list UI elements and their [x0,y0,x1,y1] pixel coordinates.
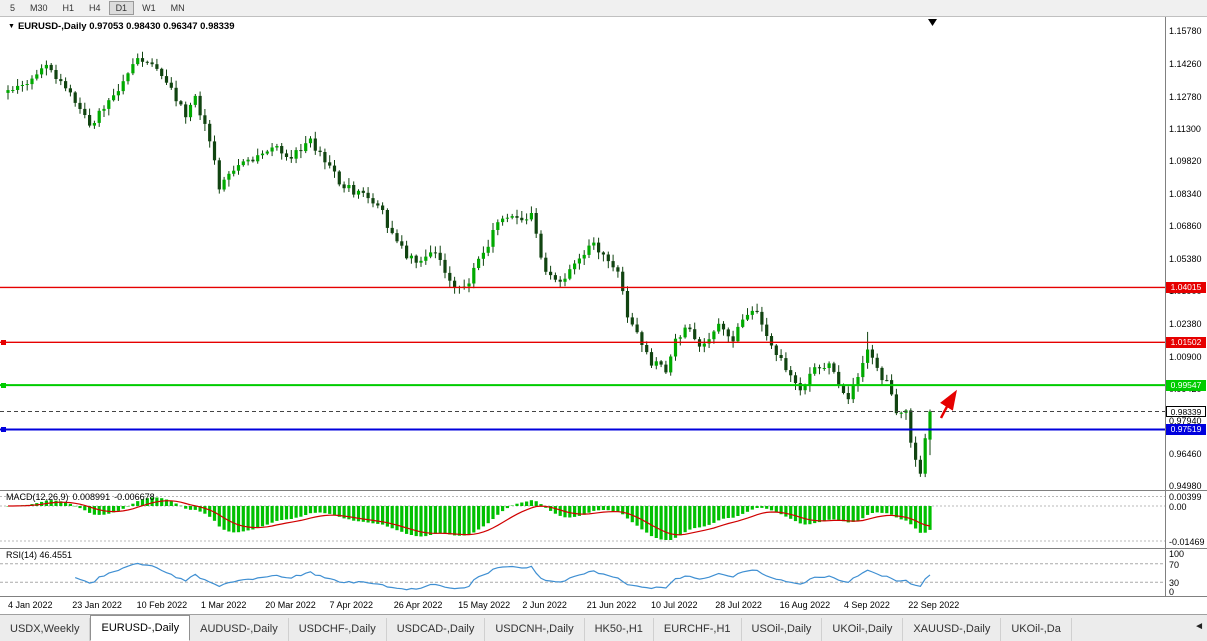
macd-indicator-label: MACD(12,26,9) 0.008991 -0.006678 [6,492,159,502]
current-price-tag: 0.98339 [1166,406,1206,418]
timeframe-button-m30[interactable]: M30 [30,3,48,13]
surge-arrow[interactable] [939,389,957,419]
macd-value-main: 0.008991 [72,492,111,502]
horizontal-level-lines [0,286,1165,431]
tab-eurchf-h1[interactable]: EURCHF-,H1 [653,618,742,641]
date-label: 7 Apr 2022 [329,600,374,610]
price-tick: 1.00900 [1169,351,1202,362]
date-label: 20 Mar 2022 [265,600,316,610]
price-tag-resistance-upper: 1.04015 [1166,281,1206,293]
date-label: 1 Mar 2022 [200,600,247,610]
date-label: 28 Jul 2022 [715,600,762,610]
panel-separator-macd[interactable] [0,490,1207,491]
macd-histogram-and-signal [6,497,932,540]
tab-xauusd-daily[interactable]: XAUUSD-,Daily [903,618,1002,641]
rsi-indicator-label: RSI(14) 46.4551 [6,550,73,560]
chart-title-text: EURUSD-,Daily 0.97053 0.98430 0.96347 0.… [17,21,235,32]
date-label: 10 Feb 2022 [136,600,188,610]
tab-ukoil-da[interactable]: UKOil-,Da [1001,618,1072,641]
date-label: 4 Sep 2022 [843,600,890,610]
price-chart-canvas[interactable] [0,17,1166,490]
date-label: 2 Jun 2022 [522,600,567,610]
timeframe-button-h4[interactable]: H4 [89,3,101,13]
down-triangle-marker-icon[interactable] [928,19,937,26]
timeframe-button-d1[interactable]: D1 [108,1,135,15]
tab-scroll-left-icon[interactable]: ◄ [1194,621,1204,632]
price-tick: 0.96460 [1169,448,1202,459]
price-tick: 0.94980 [1169,481,1202,491]
date-label: 26 Apr 2022 [393,600,443,610]
date-label: 10 Jul 2022 [651,600,698,610]
line-handle-support-blue[interactable] [1,426,6,432]
price-tick: 1.11300 [1169,124,1201,134]
macd-name: MACD(12,26,9) [6,492,69,502]
rsi-tick: 0 [1169,587,1175,597]
date-label: 21 Jun 2022 [586,600,637,610]
candlesticks [6,51,932,478]
macd-grid-lines [0,496,1165,542]
tab-usoil-daily[interactable]: USOil-,Daily [741,618,823,641]
timeframe-toolbar: 5 M30 H1 H4 D1 W1 MN [0,0,1207,17]
rsi-tick: 30 [1169,578,1180,589]
timeframe-button-mn[interactable]: MN [170,3,185,13]
price-tick: 1.05380 [1169,253,1202,264]
date-label: 23 Jan 2022 [72,600,122,610]
tab-usdchf-daily[interactable]: USDCHF-,Daily [288,618,387,641]
rsi-panel-canvas[interactable] [0,548,1166,596]
chart-annotations [928,19,957,419]
tab-ukoil-daily[interactable]: UKOil-,Daily [822,618,904,641]
date-axis-separator [0,596,1207,597]
line-handle-support-green[interactable] [1,382,6,388]
price-tick: 1.09820 [1169,156,1202,167]
date-label: 22 Sep 2022 [908,600,960,610]
timeframe-button-5[interactable]: 5 [10,3,16,13]
price-tick: 1.12780 [1169,91,1202,102]
rsi-tick: 70 [1169,559,1180,570]
rsi-line [74,562,931,591]
tab-audusd-daily[interactable]: AUDUSD-,Daily [190,618,289,641]
date-label: 15 May 2022 [458,600,511,610]
date-label: 4 Jan 2022 [8,600,53,610]
price-tick: 1.02380 [1169,319,1202,330]
rsi-tick: 100 [1169,549,1185,559]
timeframe-button-w1[interactable]: W1 [142,3,156,13]
rsi-level-lines [0,563,1165,583]
surge-arrow-line[interactable] [939,389,957,419]
tab-eurusd-daily[interactable]: EURUSD-,Daily [90,615,191,641]
macd-tick: 0.00 [1169,502,1187,512]
tab-usdcad-daily[interactable]: USDCAD-,Daily [386,618,486,641]
price-tick: 1.15780 [1169,26,1202,36]
panel-separator-rsi[interactable] [0,548,1207,549]
chart-title: ▼ EURUSD-,Daily 0.97053 0.98430 0.96347 0… [8,21,234,32]
price-axis-line [1165,17,1166,596]
price-tag-support-blue: 0.97519 [1166,423,1206,435]
macd-value-signal: -0.006678 [114,492,155,502]
price-tick: 1.14260 [1169,59,1202,70]
chart-tabs-bar: USDX,Weekly EURUSD-,Daily AUDUSD-,Daily USD… [0,614,1207,641]
date-label: 16 Aug 2022 [779,600,831,610]
price-tick: 1.08340 [1169,188,1202,199]
macd-panel-canvas[interactable] [0,490,1166,548]
tab-usdx-weekly[interactable]: USDX,Weekly [0,618,91,641]
price-tag-resistance-lower: 1.01502 [1166,336,1206,348]
macd-tick: -0.01469 [1169,537,1205,547]
macd-tick: 0.00399 [1169,492,1202,503]
tab-hk50-h1[interactable]: HK50-,H1 [584,618,654,641]
tab-usdcnh-daily[interactable]: USDCNH-,Daily [485,618,585,641]
symbol-dropdown-icon: ▼ [8,23,15,30]
price-tag-support-green: 0.99547 [1166,379,1206,391]
timeframe-button-h1[interactable]: H1 [62,3,75,13]
price-tick: 1.06860 [1169,221,1202,232]
price-tick: 0.97940 [1169,416,1202,427]
line-handle-resistance-lower[interactable] [1,339,6,345]
